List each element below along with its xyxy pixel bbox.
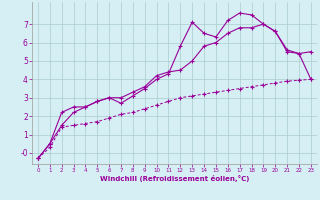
X-axis label: Windchill (Refroidissement éolien,°C): Windchill (Refroidissement éolien,°C) xyxy=(100,175,249,182)
